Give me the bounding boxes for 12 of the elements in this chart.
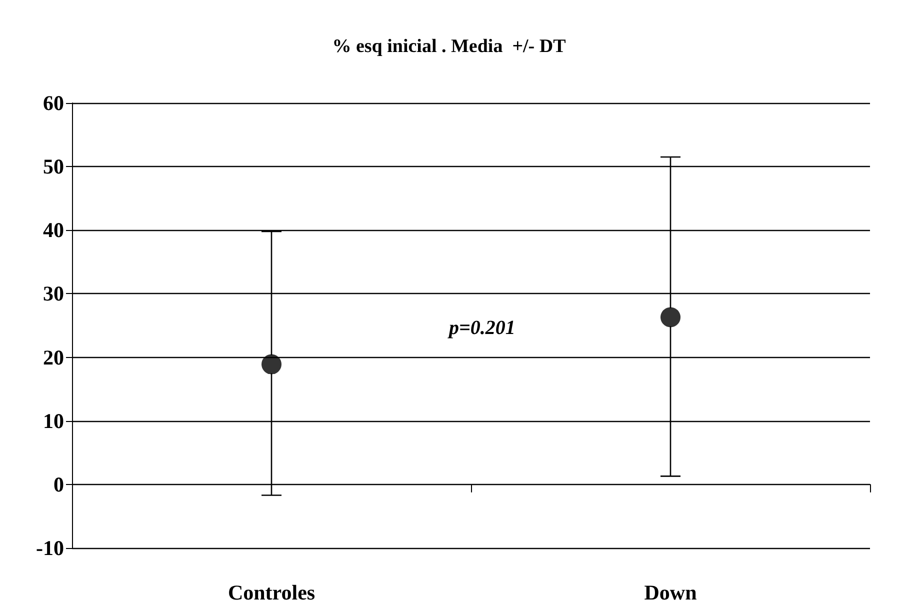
y-tick-label: -10 xyxy=(36,536,64,560)
y-tick-label: 60 xyxy=(43,91,64,115)
x-tick-label: Controles xyxy=(228,580,316,604)
x-tick-label: Down xyxy=(644,580,698,604)
y-tick-label: 40 xyxy=(43,218,64,242)
y-tick-label: 50 xyxy=(43,154,64,179)
y-tick-label: 0 xyxy=(54,472,64,496)
y-tick-label: 20 xyxy=(43,345,64,370)
chart-title: % esq inicial . Media +/- DT xyxy=(332,36,566,57)
y-tick-label: 30 xyxy=(43,282,64,306)
y-tick-label: 10 xyxy=(43,408,64,433)
annotation: p=0.201 xyxy=(446,317,516,339)
